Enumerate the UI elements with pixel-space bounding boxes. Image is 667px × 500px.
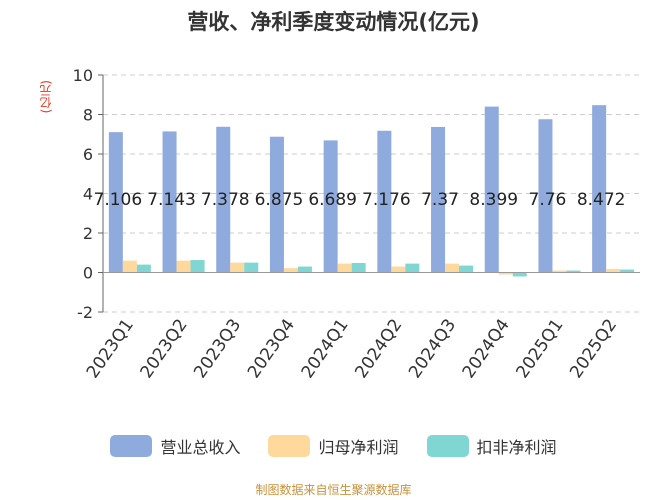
bar-revenue	[269, 136, 284, 273]
y-tick-label: 8	[83, 106, 93, 125]
data-label-revenue: 6.689	[308, 190, 357, 210]
data-label-revenue: 7.378	[201, 190, 250, 210]
bar-deducted-net-profit	[620, 269, 635, 273]
bar-deducted-net-profit	[512, 272, 527, 277]
bar-net-profit	[498, 272, 513, 275]
x-tick-label: 2024Q4	[459, 315, 514, 382]
data-label-revenue: 7.76	[529, 190, 567, 210]
y-tick-label: 4	[83, 185, 93, 204]
bar-deducted-net-profit	[459, 265, 474, 273]
legend-swatch-deducted-net-profit	[426, 435, 469, 457]
bar-net-profit	[176, 260, 191, 273]
data-source-note: 制图数据来自恒生聚源数据库	[255, 483, 412, 497]
bar-net-profit	[283, 268, 298, 273]
x-tick-label: 2024Q1	[298, 315, 353, 382]
bar-revenue	[592, 105, 607, 273]
x-tick-label: 2025Q1	[512, 315, 567, 382]
bar-revenue	[323, 140, 338, 273]
bar-deducted-net-profit	[351, 263, 366, 273]
bar-revenue	[431, 126, 446, 273]
data-label-revenue: 7.176	[362, 190, 411, 210]
bar-net-profit	[230, 262, 245, 273]
x-tick-label: 2023Q4	[244, 315, 299, 382]
data-label-revenue: 8.472	[577, 190, 626, 210]
bar-deducted-net-profit	[297, 266, 312, 273]
bar-revenue	[538, 119, 553, 273]
bar-revenue	[484, 106, 499, 273]
x-tick-label: 2023Q3	[190, 315, 245, 382]
data-label-revenue: 6.875	[255, 190, 304, 210]
chart-legend: 营业总收入 归母净利润 扣非净利润	[0, 432, 667, 460]
bar-revenue	[162, 131, 177, 273]
bar-revenue	[377, 130, 392, 273]
bar-deducted-net-profit	[244, 262, 259, 273]
bar-net-profit	[337, 263, 352, 273]
legend-item-net-profit[interactable]: 归母净利润	[268, 434, 399, 458]
y-tick-label: 0	[83, 264, 93, 283]
x-tick-label: 2023Q2	[137, 315, 192, 382]
legend-label-net-profit: 归母净利润	[318, 438, 399, 457]
bar-net-profit	[552, 270, 567, 273]
x-tick-label: 2025Q2	[566, 315, 621, 382]
bar-deducted-net-profit	[566, 270, 581, 273]
bar-net-profit	[606, 268, 621, 273]
bar-net-profit	[445, 263, 460, 273]
y-tick-label: 2	[83, 224, 93, 243]
y-tick-label: 10	[73, 66, 93, 85]
x-tick-label: 2024Q2	[351, 315, 406, 382]
legend-swatch-revenue	[110, 435, 153, 457]
legend-item-revenue[interactable]: 营业总收入	[110, 434, 240, 458]
bar-deducted-net-profit	[405, 263, 420, 273]
legend-swatch-net-profit	[268, 435, 311, 457]
bar-revenue	[216, 126, 231, 273]
bar-net-profit	[122, 260, 137, 273]
data-label-revenue: 7.37	[421, 190, 459, 210]
chart-title: 营收、净利季度变动情况(亿元)	[187, 10, 480, 34]
y-tick-label: 6	[83, 145, 93, 164]
bar-chart: -202468102023Q12023Q22023Q32023Q42024Q12…	[73, 66, 640, 382]
x-tick-label: 2024Q3	[405, 315, 460, 382]
data-label-revenue: 7.143	[147, 190, 196, 210]
bar-deducted-net-profit	[136, 264, 151, 273]
data-label-revenue: 8.399	[469, 190, 518, 210]
bar-revenue	[108, 132, 123, 273]
legend-label-deducted-net-profit: 扣非净利润	[476, 438, 557, 457]
legend-item-deducted-net-profit[interactable]: 扣非净利润	[426, 434, 557, 458]
bar-deducted-net-profit	[190, 260, 205, 273]
bar-net-profit	[391, 266, 406, 273]
x-tick-label: 2023Q1	[83, 315, 138, 382]
data-label-revenue: 7.106	[94, 190, 143, 210]
legend-label-revenue: 营业总收入	[160, 438, 241, 457]
y-tick-label: -2	[77, 303, 93, 322]
